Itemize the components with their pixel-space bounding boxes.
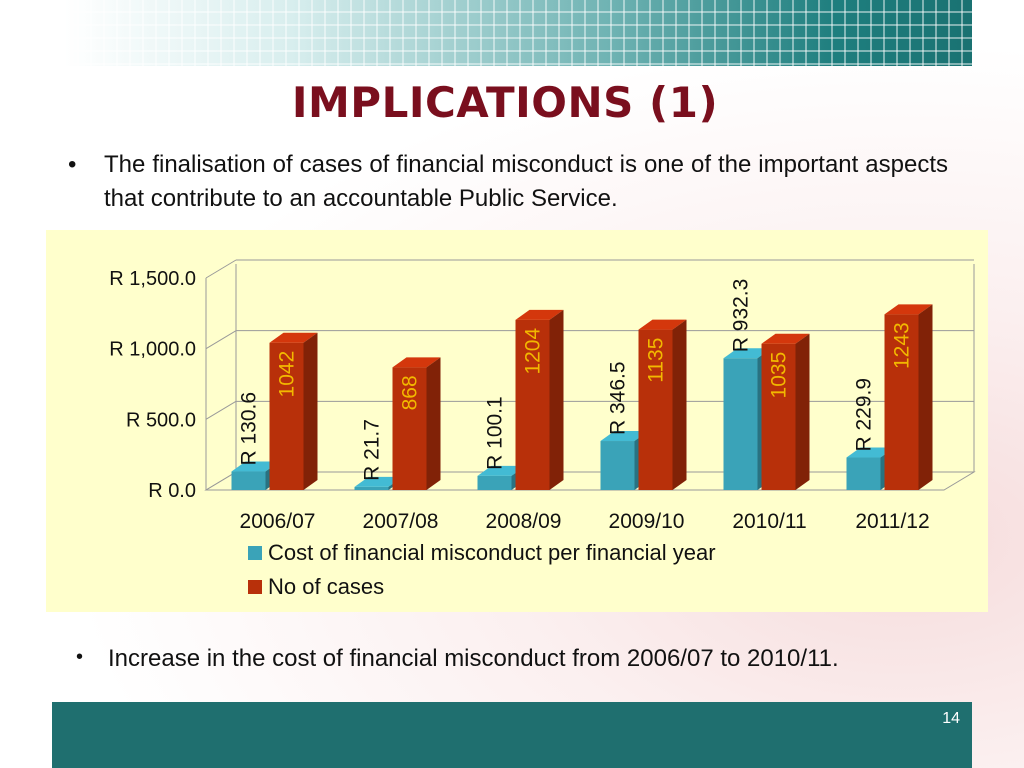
chart-panel: R 0.0 R 500.0 R 1,000.0 R 1,500.0 R 130.6 104… [46,230,988,612]
bullet-1: • The finalisation of cases of financial… [68,148,948,216]
y-tick-label: R 1,000.0 [109,339,196,361]
bar-1-front [392,367,427,490]
bar-0-top [846,447,895,458]
bullet-2: • Increase in the cost of financial misc… [76,644,996,674]
data-label: R 130.6 [238,392,261,466]
header-grid-pattern [64,0,972,66]
x-tick-label: 2009/10 [609,510,685,533]
data-label: 1135 [645,338,668,383]
bar-0-top [354,476,403,487]
bar-0-top [477,465,526,476]
footer-band: 14 [52,702,972,768]
data-label: 1204 [522,328,545,375]
bar-1-side [549,309,564,490]
bar-1-top [392,357,441,368]
bar-1-top [884,304,933,315]
bar-0-front [477,475,512,490]
bar-0-top [723,348,772,359]
y-tick-label: R 500.0 [126,409,196,431]
bar-0-front [354,486,389,490]
bar-1-side [795,333,810,490]
page-number: 14 [942,710,960,727]
data-label: R 229.9 [853,378,876,452]
bullet-dot-icon: • [68,151,77,178]
bar-0-front [600,441,635,490]
bar-0-front [231,471,266,490]
x-tick-label: 2006/07 [240,510,316,533]
bar-1-front [515,319,550,490]
bar-chart: R 0.0 R 500.0 R 1,000.0 R 1,500.0 R 130.6 104… [109,259,976,599]
data-label: R 932.3 [730,279,753,353]
legend-label: No of cases [268,574,384,599]
gridline-side [205,400,237,420]
bar-0-top [231,461,280,472]
legend-label: Cost of financial misconduct per financi… [268,540,716,565]
data-label: R 100.1 [484,396,507,470]
bar-1-side [918,304,933,490]
gridline-side [205,330,237,350]
x-tick-label: 2008/09 [486,510,562,533]
slide-title: IMPLICATIONS (1) [291,78,719,127]
gridline-side [205,259,237,279]
bullet-2-text: Increase in the cost of financial miscon… [108,645,839,672]
data-label: 1243 [891,322,914,369]
y-tick-label: R 0.0 [148,480,196,502]
data-label: 1035 [768,352,791,399]
bar-1-front [269,342,304,490]
bar-1-top [761,333,810,344]
bar-1-front [761,343,796,490]
data-label: 1042 [276,351,299,398]
header-band [64,0,972,66]
bar-1-top [638,319,687,330]
x-tick-label: 2007/08 [363,510,439,533]
bar-0-front [723,358,758,490]
x-tick-label: 2010/11 [732,510,806,533]
bullet-1-text: The finalisation of cases of financial m… [104,151,948,212]
bar-1-top [515,309,564,320]
y-tick-label: R 1,500.0 [109,268,196,290]
data-label: 868 [399,375,422,410]
bar-1-front [638,329,673,490]
bullet-dot-icon: • [76,646,84,668]
x-tick-label: 2011/12 [855,510,929,533]
legend-swatch [248,546,262,560]
legend-swatch [248,580,262,594]
bar-0-front [846,457,881,490]
bar-1-side [426,357,441,490]
gridline-side [205,471,237,491]
data-label: R 346.5 [607,361,630,435]
data-label: R 21.7 [361,419,384,481]
bar-1-front [884,314,919,490]
bar-0-top [600,431,649,442]
bar-1-side [303,332,318,490]
bar-1-top [269,332,318,343]
bar-1-side [672,319,687,490]
